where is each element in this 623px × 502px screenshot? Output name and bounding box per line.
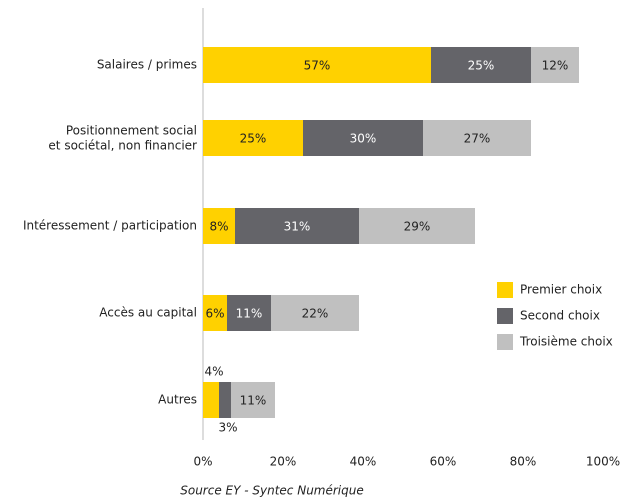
bar-segment bbox=[231, 382, 275, 418]
data-label: 25% bbox=[240, 132, 267, 146]
category-label: Positionnement social et sociétal, non fi… bbox=[48, 123, 197, 152]
bar-segment bbox=[423, 120, 531, 156]
legend-swatch bbox=[497, 308, 513, 324]
category-label: Salaires / primes bbox=[97, 58, 197, 72]
category-label: Accès au capital bbox=[99, 306, 197, 320]
bar-segment bbox=[303, 120, 423, 156]
data-label: 11% bbox=[240, 394, 267, 408]
data-label: 30% bbox=[350, 132, 377, 146]
data-label: 29% bbox=[404, 220, 431, 234]
data-label: 25% bbox=[468, 59, 495, 73]
data-label: 3% bbox=[218, 421, 237, 435]
legend-swatch bbox=[497, 334, 513, 350]
bar-segment bbox=[219, 382, 231, 418]
data-label: 27% bbox=[464, 132, 491, 146]
bar-segment bbox=[271, 295, 359, 331]
bar-segment bbox=[203, 47, 431, 83]
x-tick-label: 20% bbox=[270, 455, 297, 469]
bar-segment bbox=[359, 208, 475, 244]
data-label: 57% bbox=[304, 59, 331, 73]
data-label: 8% bbox=[209, 220, 228, 234]
data-label: 31% bbox=[284, 220, 311, 234]
x-tick-label: 40% bbox=[350, 455, 377, 469]
x-tick-label: 100% bbox=[586, 455, 620, 469]
data-label: 6% bbox=[205, 307, 224, 321]
x-tick-label: 60% bbox=[430, 455, 457, 469]
legend-swatch bbox=[497, 282, 513, 298]
bar-segment bbox=[203, 295, 227, 331]
source-note: Source EY - Syntec Numérique bbox=[180, 484, 364, 498]
category-label: Autres bbox=[158, 393, 197, 407]
bar-segment bbox=[431, 47, 531, 83]
data-label: 22% bbox=[302, 307, 329, 321]
data-label: 4% bbox=[204, 365, 223, 379]
x-tick-label: 80% bbox=[510, 455, 537, 469]
legend-label: Premier choix bbox=[520, 283, 602, 297]
data-label: 12% bbox=[542, 59, 569, 73]
data-label: 11% bbox=[236, 307, 263, 321]
bar-segment bbox=[203, 382, 219, 418]
legend-label: Troisième choix bbox=[519, 335, 613, 349]
bar-segment bbox=[531, 47, 579, 83]
x-tick-label: 0% bbox=[193, 455, 212, 469]
bar-segment bbox=[203, 208, 235, 244]
legend-label: Second choix bbox=[520, 309, 600, 323]
category-label: Intéressement / participation bbox=[23, 219, 197, 233]
bar-segment bbox=[227, 295, 271, 331]
bar-segment bbox=[203, 120, 303, 156]
bar-segment bbox=[235, 208, 359, 244]
